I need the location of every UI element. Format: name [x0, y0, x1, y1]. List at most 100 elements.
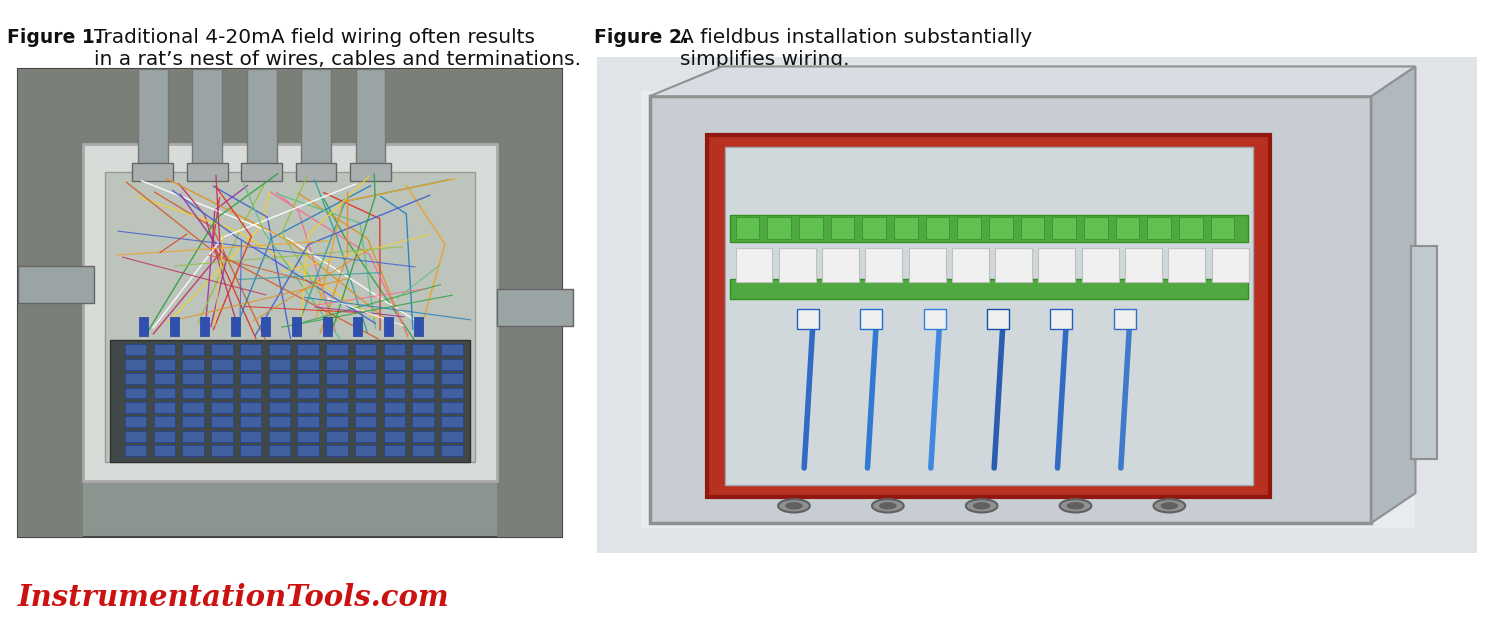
Bar	[269, 402, 289, 413]
Bar	[736, 217, 759, 239]
Bar	[212, 402, 233, 413]
Bar	[240, 359, 261, 370]
Bar	[822, 248, 859, 282]
Bar	[351, 163, 391, 181]
Bar	[952, 248, 989, 282]
Circle shape	[965, 499, 998, 512]
Bar	[212, 445, 233, 456]
Bar	[412, 431, 434, 441]
Polygon shape	[1371, 67, 1416, 523]
Bar	[200, 317, 209, 335]
Bar	[269, 387, 289, 399]
Bar	[240, 416, 261, 427]
Bar	[154, 416, 175, 427]
Bar	[497, 69, 562, 537]
Bar	[154, 431, 175, 441]
Bar	[1038, 248, 1076, 282]
Bar	[212, 344, 233, 355]
Bar	[383, 344, 406, 355]
Bar	[104, 172, 476, 462]
Bar	[1147, 217, 1171, 239]
Text: Figure 1.: Figure 1.	[7, 28, 103, 47]
Bar	[412, 344, 434, 355]
Bar	[269, 431, 289, 441]
Bar	[412, 402, 434, 413]
Bar	[269, 344, 289, 355]
Bar	[767, 217, 791, 239]
Bar	[125, 387, 146, 399]
Bar	[412, 359, 434, 370]
Bar	[139, 317, 148, 335]
Bar	[154, 359, 175, 370]
Bar	[301, 69, 331, 172]
Bar	[240, 445, 261, 456]
Bar	[797, 309, 819, 330]
Bar	[246, 69, 276, 172]
Bar	[1021, 217, 1044, 239]
Bar	[649, 96, 1371, 523]
Bar	[798, 217, 822, 239]
Bar	[192, 69, 222, 172]
Bar	[297, 359, 319, 370]
Bar	[442, 387, 463, 399]
Bar	[18, 69, 84, 537]
Bar	[84, 144, 497, 481]
Bar	[110, 340, 470, 462]
Bar	[1083, 217, 1107, 239]
Bar	[442, 373, 463, 384]
Text: Traditional 4-20mA field wiring often results
in a rat’s nest of wires, cables a: Traditional 4-20mA field wiring often re…	[94, 28, 580, 69]
Bar	[995, 248, 1032, 282]
Bar	[730, 215, 1247, 242]
Bar	[242, 163, 282, 181]
Bar	[231, 317, 240, 335]
Bar	[133, 163, 173, 181]
Bar	[18, 69, 562, 537]
Bar	[894, 217, 918, 239]
Bar	[909, 248, 946, 282]
Bar	[383, 416, 406, 427]
Bar	[125, 431, 146, 441]
Circle shape	[1153, 499, 1185, 512]
Bar	[736, 248, 773, 282]
Bar	[261, 317, 270, 335]
Bar	[154, 373, 175, 384]
Bar	[297, 416, 319, 427]
Bar	[182, 416, 204, 427]
Bar	[297, 344, 319, 355]
Bar	[383, 387, 406, 399]
Bar	[182, 445, 204, 456]
Bar	[442, 402, 463, 413]
Bar	[355, 445, 376, 456]
Bar	[442, 431, 463, 441]
Bar	[1050, 309, 1073, 330]
Bar	[1168, 248, 1206, 282]
Bar	[642, 91, 1416, 528]
Bar	[125, 445, 146, 456]
Bar	[322, 317, 331, 335]
Bar	[442, 445, 463, 456]
Bar	[182, 373, 204, 384]
Bar	[383, 431, 406, 441]
Bar	[182, 344, 204, 355]
Bar	[327, 387, 348, 399]
Bar	[1210, 217, 1234, 239]
Bar	[154, 387, 175, 399]
Bar	[170, 317, 179, 335]
Bar	[355, 416, 376, 427]
Bar	[182, 431, 204, 441]
Bar	[924, 309, 946, 330]
Bar	[412, 445, 434, 456]
Bar	[383, 402, 406, 413]
Bar	[212, 359, 233, 370]
Bar	[1411, 246, 1437, 459]
Bar	[125, 359, 146, 370]
Bar	[137, 69, 167, 172]
Polygon shape	[649, 67, 1416, 96]
Bar	[327, 431, 348, 441]
Bar	[1115, 309, 1135, 330]
Bar	[412, 416, 434, 427]
Text: InstrumentationTools.com: InstrumentationTools.com	[18, 583, 449, 612]
Bar	[725, 147, 1253, 485]
Bar	[861, 309, 882, 330]
Bar	[212, 373, 233, 384]
